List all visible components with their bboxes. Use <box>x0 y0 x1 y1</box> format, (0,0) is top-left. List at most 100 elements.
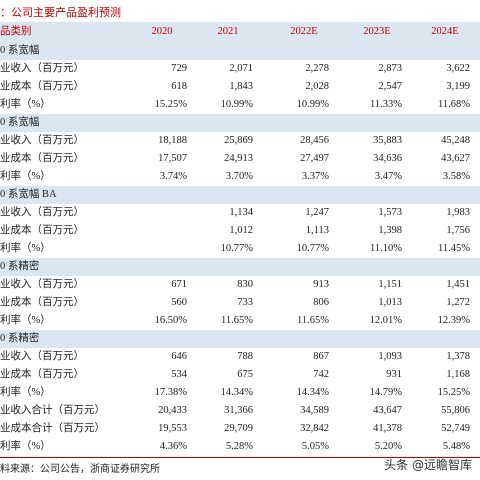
data-row: 业成本（百万元） 1,012 1,113 1,398 1,756 <box>0 222 480 240</box>
data-row: 业成本（百万元） 560 733 806 1,013 1,272 <box>0 294 480 312</box>
data-row: 利率（%） 3.74% 3.70% 3.37% 3.47% 3.58% <box>0 168 480 186</box>
table-cell: 3.37% <box>301 171 329 182</box>
table-cell: 1,013 <box>378 297 402 308</box>
row-label: 业成本（百万元） <box>0 81 84 92</box>
header-cell: 2020 <box>151 26 173 37</box>
table-cell: 788 <box>237 351 253 362</box>
source-note: 料来源：公司公告，浙商证券研究所 <box>0 464 160 475</box>
table-cell: 646 <box>171 351 187 362</box>
table-cell: 25,869 <box>224 135 253 146</box>
row-label: 业收入（百万元） <box>0 279 84 290</box>
table-cell: 1,756 <box>446 225 470 236</box>
table-cell: 1,378 <box>446 351 470 362</box>
table-cell: 52,749 <box>441 423 470 434</box>
table-cell: 913 <box>313 279 329 290</box>
section-row: 0 系精密 <box>0 330 480 348</box>
data-row: 利率（%） 4.36% 5.28% 5.05% 5.20% 5.48% <box>0 438 480 456</box>
table-cell: 41,378 <box>373 423 402 434</box>
table-cell: 11.10% <box>370 243 402 254</box>
table-cell: 45,248 <box>441 135 470 146</box>
table-cell: 1,012 <box>229 225 253 236</box>
data-row: 利率（%） 15.25% 10.99% 10.99% 11.33% 11.68% <box>0 96 480 114</box>
data-row: 业收入合计（百万元） 20,433 31,366 34,589 43,647 55,806 <box>0 402 480 420</box>
table-cell: 10.77% <box>220 243 253 254</box>
table-cell: 1,151 <box>378 279 402 290</box>
table-cell: 5.48% <box>442 441 470 452</box>
table-cell: 10.99% <box>220 99 253 110</box>
watermark: 头条 @远瞻智库 <box>384 458 472 472</box>
table-cell: 14.34% <box>296 387 329 398</box>
row-label: 业成本（百万元） <box>0 225 84 236</box>
table-cell: 27,497 <box>300 153 329 164</box>
table-cell: 1,093 <box>378 351 402 362</box>
table-cell: 12.39% <box>437 315 470 326</box>
table-cell: 2,278 <box>305 63 329 74</box>
table-cell: 29,709 <box>224 423 253 434</box>
table-cell: 2,028 <box>305 81 329 92</box>
row-label: 利率（%） <box>0 315 51 326</box>
data-row: 业收入（百万元） 646 788 867 1,093 1,378 <box>0 348 480 366</box>
table-cell: 3.58% <box>442 171 470 182</box>
table-cell: 1,398 <box>378 225 402 236</box>
row-label: 利率（%） <box>0 171 51 182</box>
row-label: 利率（%） <box>0 387 51 398</box>
table-cell: 17.38% <box>154 387 187 398</box>
table-cell: 10.77% <box>296 243 329 254</box>
table-cell: 5.28% <box>225 441 253 452</box>
rule-line <box>0 457 480 458</box>
section-row: 0 系宽幅 <box>0 42 480 60</box>
data-row: 业收入（百万元） 1,134 1,247 1,573 1,983 <box>0 204 480 222</box>
table-cell: 1,573 <box>378 207 402 218</box>
table-cell: 675 <box>237 369 253 380</box>
table-cell: 3.74% <box>159 171 187 182</box>
table-cell: 24,913 <box>224 153 253 164</box>
table-cell: 806 <box>313 297 329 308</box>
table-cell: 31,366 <box>224 405 253 416</box>
row-label: 利率（%） <box>0 441 51 452</box>
table-cell: 1,451 <box>446 279 470 290</box>
row-label: 业收入（百万元） <box>0 135 84 146</box>
table-cell: 1,168 <box>446 369 470 380</box>
table-cell: 3.70% <box>225 171 253 182</box>
table-cell: 742 <box>313 369 329 380</box>
data-row: 业成本合计（百万元） 19,553 29,709 32,842 41,378 52,749 <box>0 420 480 438</box>
table-cell: 28,456 <box>300 135 329 146</box>
table-cell: 1,843 <box>229 81 253 92</box>
table-cell: 34,636 <box>373 153 402 164</box>
row-label: 业收入（百万元） <box>0 63 84 74</box>
table-cell: 15.25% <box>154 99 187 110</box>
table-cell: 1,247 <box>305 207 329 218</box>
table-cell: 19,553 <box>158 423 187 434</box>
section-label: 0 系宽幅 <box>0 45 40 56</box>
table-cell: 12.01% <box>369 315 402 326</box>
table-cell: 5.20% <box>374 441 402 452</box>
table-cell: 830 <box>237 279 253 290</box>
data-row: 利率（%） 17.38% 14.34% 14.34% 14.79% 15.25% <box>0 384 480 402</box>
table-cell: 20,433 <box>158 405 187 416</box>
table-cell: 3,199 <box>446 81 470 92</box>
section-label: 0 系精密 <box>0 333 40 344</box>
table-cell: 43,627 <box>441 153 470 164</box>
table-cell: 11.65% <box>221 315 253 326</box>
header-cell: 2022E <box>290 26 318 37</box>
data-row: 业收入（百万元） 671 830 913 1,151 1,451 <box>0 276 480 294</box>
header-cell: 2024E <box>431 26 459 37</box>
data-row: 利率（%） 10.77% 10.77% 11.10% 11.45% <box>0 240 480 258</box>
data-row: 业成本（百万元） 17,507 24,913 27,497 34,636 43,627 <box>0 150 480 168</box>
table-cell: 2,071 <box>229 63 253 74</box>
row-label: 利率（%） <box>0 243 51 254</box>
table-cell: 618 <box>171 81 187 92</box>
header-cell: 品类别 <box>0 26 32 37</box>
table-cell: 2,873 <box>378 63 402 74</box>
table-cell: 17,507 <box>158 153 187 164</box>
table-cell: 35,883 <box>373 135 402 146</box>
table-cell: 671 <box>171 279 187 290</box>
section-row: 0 系宽幅 <box>0 114 480 132</box>
table-cell: 4.36% <box>159 441 187 452</box>
data-row: 业成本（百万元） 534 675 742 931 1,168 <box>0 366 480 384</box>
table-cell: 55,806 <box>441 405 470 416</box>
header-cell: 2021 <box>217 26 239 37</box>
section-label: 0 系宽幅 <box>0 117 40 128</box>
table-cell: 729 <box>171 63 187 74</box>
table-cell: 5.05% <box>301 441 329 452</box>
